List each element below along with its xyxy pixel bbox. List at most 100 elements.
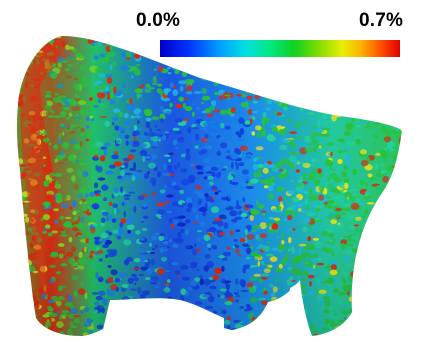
strain-speckle: [25, 298, 34, 306]
strain-speckle: [352, 296, 358, 301]
strain-speckle: [382, 321, 387, 324]
strain-speckle: [355, 292, 365, 300]
strain-speckle: [367, 259, 371, 267]
strain-speckle: [17, 211, 23, 214]
strain-speckle: [391, 280, 397, 285]
strain-speckle: [267, 80, 273, 87]
strain-speckle: [331, 336, 337, 340]
strain-speckle: [236, 81, 240, 85]
strain-speckle: [278, 315, 284, 321]
strain-speckle: [12, 124, 16, 126]
strain-speckle: [374, 313, 382, 318]
strain-speckle: [381, 218, 385, 221]
strain-speckle: [359, 314, 362, 320]
strain-speckle: [336, 76, 340, 83]
strain-speckle: [260, 318, 266, 325]
strain-speckle: [379, 293, 382, 299]
strain-speckle: [393, 222, 396, 227]
strain-speckle: [373, 276, 379, 280]
strain-speckle: [383, 245, 388, 249]
strain-speckle: [355, 291, 358, 296]
strain-speckle: [362, 332, 372, 336]
strain-speckle: [367, 291, 376, 296]
strain-speckle: [27, 305, 32, 311]
strain-speckle: [329, 89, 333, 95]
strain-speckle: [333, 75, 343, 80]
strain-speckle: [27, 294, 33, 300]
strain-speckle: [384, 274, 389, 278]
strain-speckle: [18, 70, 25, 76]
strain-speckle: [283, 92, 288, 96]
strain-speckle: [372, 207, 376, 214]
strain-speckle: [400, 288, 402, 294]
strain-speckle: [368, 273, 376, 279]
strain-speckle: [301, 74, 307, 77]
strain-speckle: [350, 75, 358, 80]
strain-speckle: [385, 108, 392, 115]
strain-speckle: [367, 89, 372, 93]
strain-speckle: [17, 285, 21, 293]
strain-speckle: [381, 264, 388, 267]
strain-speckle: [365, 297, 372, 304]
strain-speckle: [341, 75, 345, 81]
strain-speckle: [29, 334, 35, 336]
strain-speckle: [380, 288, 389, 295]
strain-speckle: [375, 240, 382, 247]
strain-speckle: [395, 246, 399, 252]
colorbar-min-label: 0.0%: [136, 10, 181, 31]
strain-speckle: [353, 94, 357, 98]
strain-speckle: [402, 255, 407, 260]
strain-speckle: [329, 98, 334, 101]
strain-speckle: [369, 266, 374, 269]
strain-speckle: [372, 91, 378, 97]
strain-speckle: [260, 325, 266, 329]
strain-speckle: [220, 80, 230, 85]
strain-speckle: [368, 236, 375, 239]
strain-speckle: [247, 333, 256, 336]
strain-speckle: [367, 234, 374, 237]
strain-speckle: [401, 323, 402, 326]
strain-speckle: [23, 259, 30, 265]
strain-speckle: [401, 190, 402, 196]
strain-speckle: [375, 234, 384, 242]
strain-speckle: [399, 261, 402, 267]
strain-speckle: [367, 330, 373, 336]
strain-speckle: [305, 78, 311, 83]
strain-speckle: [392, 262, 397, 268]
strain-speckle: [367, 107, 374, 110]
strain-speckle: [300, 78, 305, 85]
strain-speckle: [17, 169, 19, 172]
strain-speckle: [299, 74, 305, 80]
strain-speckle: [403, 321, 406, 324]
strain-speckle: [369, 222, 377, 228]
strain-speckle: [282, 84, 287, 87]
strain-speckle: [357, 329, 364, 336]
strain-speckle: [367, 260, 372, 263]
strain-speckle: [372, 295, 379, 301]
strain-speckle: [359, 333, 369, 336]
strain-speckle: [370, 253, 377, 260]
strain-speckle: [294, 77, 298, 85]
strain-speckle: [334, 70, 342, 77]
strain-speckle: [394, 288, 399, 292]
strain-speckle: [391, 223, 401, 228]
strain-speckle: [29, 320, 36, 323]
strain-speckle: [396, 291, 399, 294]
strain-speckle: [324, 85, 330, 92]
strain-speckle: [268, 83, 273, 89]
strain-speckle: [237, 75, 241, 80]
strain-speckle: [302, 79, 311, 83]
strain-speckle: [378, 95, 384, 100]
strain-speckle: [393, 171, 398, 178]
colorbar-max-label: 0.7%: [359, 10, 404, 31]
strain-speckle: [303, 100, 307, 107]
strain-speckle: [354, 78, 358, 83]
strain-speckle: [377, 322, 383, 325]
strain-speckle: [381, 293, 387, 300]
strain-speckle: [17, 70, 20, 76]
strain-speckle: [345, 78, 354, 83]
strain-speckle: [91, 336, 96, 340]
strain-speckle: [400, 249, 402, 254]
strain-speckle: [256, 320, 264, 327]
strain-speckle: [259, 75, 265, 81]
